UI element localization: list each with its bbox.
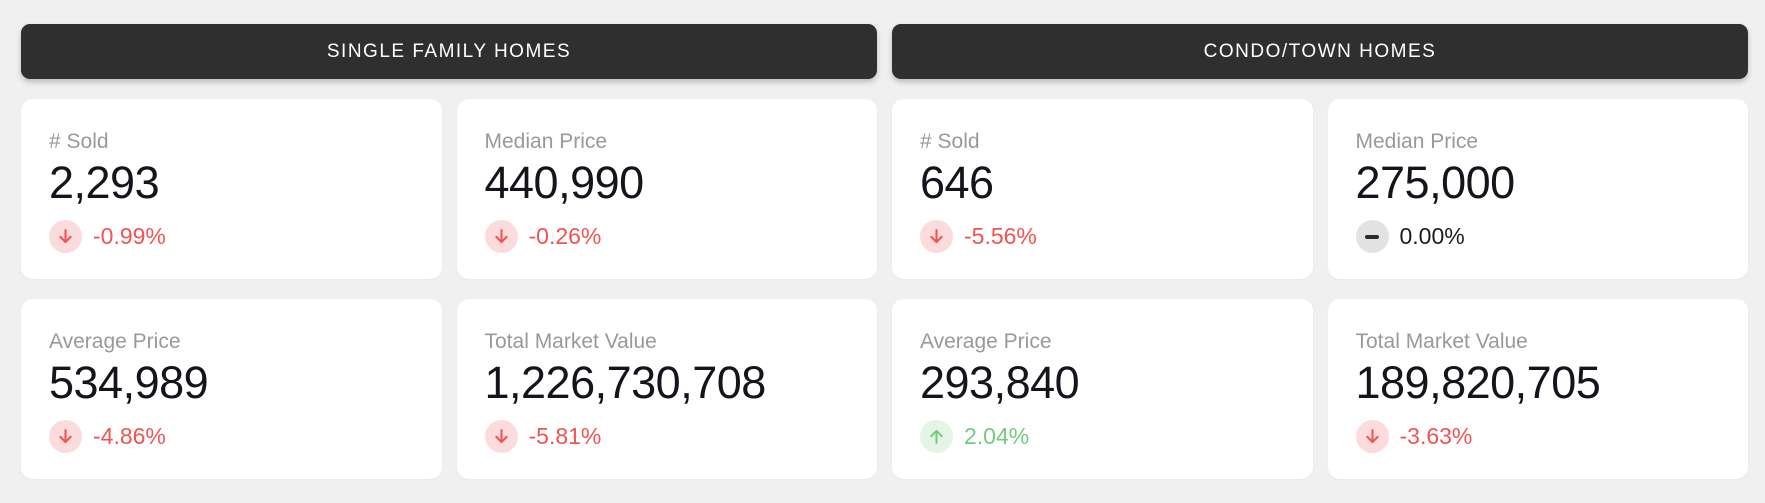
stat-card-grid: # Sold 2,293 -0.99% Median Price 440,990… [21, 99, 877, 479]
change-value: 0.00% [1399, 223, 1465, 250]
down-arrow-icon [49, 220, 82, 254]
change-value: -0.99% [93, 223, 166, 250]
change-indicator: -5.56% [920, 220, 1285, 254]
stat-value: 275,000 [1355, 157, 1516, 209]
stat-card-condo-sold: # Sold 646 -5.56% [892, 99, 1313, 279]
stat-value: 189,820,705 [1355, 357, 1601, 409]
down-arrow-icon [49, 420, 82, 454]
change-indicator: -0.26% [484, 220, 850, 254]
down-arrow-icon [484, 420, 518, 454]
change-value: -5.81% [528, 423, 602, 450]
stat-label: # Sold [49, 130, 109, 153]
section-single-family-homes: SINGLE FAMILY HOMES # Sold 2,293 -0.99% … [21, 24, 877, 479]
stat-value: 440,990 [484, 157, 645, 209]
stat-label: Total Market Value [484, 330, 657, 353]
change-indicator: 0.00% [1355, 220, 1721, 254]
stat-value: 534,989 [49, 357, 209, 409]
change-indicator: -0.99% [49, 220, 414, 254]
down-arrow-icon [484, 220, 518, 254]
stat-card-sfh-sold: # Sold 2,293 -0.99% [21, 99, 442, 279]
stat-card-condo-average-price: Average Price 293,840 2.04% [892, 299, 1313, 479]
section-condo-town-homes: CONDO/TOWN HOMES # Sold 646 -5.56% Media… [892, 24, 1748, 479]
stat-label: Average Price [920, 330, 1052, 353]
change-value: -5.56% [964, 223, 1037, 250]
stat-card-sfh-average-price: Average Price 534,989 -4.86% [21, 299, 442, 479]
change-value: -4.86% [93, 423, 166, 450]
change-value: -3.63% [1399, 423, 1473, 450]
stat-value: 293,840 [920, 357, 1080, 409]
change-indicator: -4.86% [49, 420, 414, 454]
stat-label: Average Price [49, 330, 181, 353]
stat-card-grid: # Sold 646 -5.56% Median Price 275,000 0… [892, 99, 1748, 479]
stat-value: 2,293 [49, 157, 160, 209]
stat-label: Median Price [1355, 130, 1479, 153]
change-indicator: -3.63% [1355, 420, 1721, 454]
stat-card-sfh-total-market-value: Total Market Value 1,226,730,708 -5.81% [456, 299, 877, 479]
stat-card-condo-total-market-value: Total Market Value 189,820,705 -3.63% [1327, 299, 1748, 479]
change-value: -0.26% [528, 223, 602, 250]
change-value: 2.04% [964, 423, 1030, 450]
stat-label: # Sold [920, 130, 980, 153]
section-title: CONDO/TOWN HOMES [892, 24, 1748, 79]
change-indicator: 2.04% [920, 420, 1285, 454]
stat-card-sfh-median-price: Median Price 440,990 -0.26% [456, 99, 877, 279]
up-arrow-icon [920, 420, 953, 454]
stat-value: 646 [920, 157, 994, 209]
dash-icon [1355, 220, 1389, 254]
down-arrow-icon [920, 220, 953, 254]
stat-value: 1,226,730,708 [484, 357, 767, 409]
stat-label: Median Price [484, 130, 608, 153]
down-arrow-icon [1355, 420, 1389, 454]
change-indicator: -5.81% [484, 420, 850, 454]
stat-label: Total Market Value [1355, 330, 1528, 353]
section-title: SINGLE FAMILY HOMES [21, 24, 877, 79]
stat-card-condo-median-price: Median Price 275,000 0.00% [1327, 99, 1748, 279]
